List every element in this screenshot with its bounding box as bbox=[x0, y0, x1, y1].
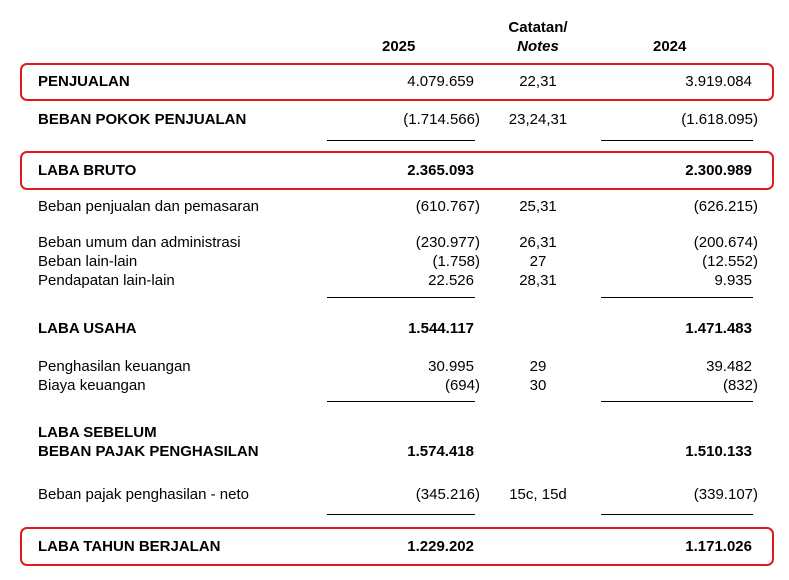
note-biaya-keuangan: 30 bbox=[529, 377, 547, 394]
rule-2024 bbox=[601, 514, 753, 515]
rule-2025 bbox=[327, 401, 475, 402]
row-label-penghasilan-keuangan: Penghasilan keuangan bbox=[38, 358, 191, 375]
note-beban-pokok: 23,24,31 bbox=[508, 111, 568, 128]
value-2025-beban-umum: (230.977) bbox=[415, 234, 480, 251]
rule-2025 bbox=[327, 514, 475, 515]
value-2025-laba-sebelum: 1.574.418 bbox=[407, 443, 474, 460]
column-header-2024: 2024 bbox=[653, 38, 687, 55]
row-label-beban-lain: Beban lain-lain bbox=[38, 253, 138, 270]
note-beban-penjualan: 25,31 bbox=[519, 198, 557, 215]
value-2024-penjualan: 3.919.084 bbox=[685, 73, 752, 90]
value-2025-pendapatan-lain: 22.526 bbox=[428, 272, 474, 289]
value-2025-laba-bruto: 2.365.093 bbox=[407, 162, 474, 179]
value-2025-beban-pajak: (345.216) bbox=[415, 486, 480, 503]
value-2024-beban-penjualan: (626.215) bbox=[693, 198, 758, 215]
value-2025-penjualan: 4.079.659 bbox=[407, 73, 474, 90]
value-2024-laba-sebelum: 1.510.133 bbox=[685, 443, 752, 460]
highlight-box-laba-tahun bbox=[20, 527, 774, 566]
row-label-laba-bruto: LABA BRUTO bbox=[38, 162, 137, 179]
row-label-laba-sebelum-line2: BEBAN PAJAK PENGHASILAN bbox=[38, 443, 259, 460]
note-penghasilan-keuangan: 29 bbox=[529, 358, 547, 375]
value-2024-laba-usaha: 1.471.483 bbox=[685, 320, 752, 337]
row-label-pendapatan-lain: Pendapatan lain-lain bbox=[38, 272, 175, 289]
note-penjualan: 22,31 bbox=[519, 73, 557, 90]
value-2024-beban-lain: (12.552) bbox=[702, 253, 758, 270]
note-beban-pajak: 15c, 15d bbox=[509, 486, 567, 503]
highlight-box-laba-bruto bbox=[20, 151, 774, 190]
column-header-notes-line2: Notes bbox=[517, 38, 559, 55]
row-label-penjualan: PENJUALAN bbox=[38, 73, 130, 90]
row-label-beban-pokok: BEBAN POKOK PENJUALAN bbox=[38, 111, 247, 128]
note-pendapatan-lain: 28,31 bbox=[519, 272, 557, 289]
value-2025-beban-lain: (1.758) bbox=[432, 253, 480, 270]
value-2025-biaya-keuangan: (694) bbox=[444, 377, 480, 394]
value-2024-beban-pokok: (1.618.095) bbox=[681, 111, 758, 128]
value-2024-penghasilan-keuangan: 39.482 bbox=[706, 358, 752, 375]
value-2024-biaya-keuangan: (832) bbox=[722, 377, 758, 394]
row-label-laba-sebelum-line1: LABA SEBELUM bbox=[38, 424, 157, 441]
highlight-box-penjualan bbox=[20, 63, 774, 101]
value-2024-laba-tahun: 1.171.026 bbox=[685, 538, 752, 555]
value-2024-laba-bruto: 2.300.989 bbox=[685, 162, 752, 179]
row-label-beban-pajak: Beban pajak penghasilan - neto bbox=[38, 486, 249, 503]
rule-2024 bbox=[601, 401, 753, 402]
value-2025-penghasilan-keuangan: 30.995 bbox=[428, 358, 474, 375]
row-label-beban-umum: Beban umum dan administrasi bbox=[38, 234, 241, 251]
rule-2025 bbox=[327, 297, 475, 298]
rule-2024 bbox=[601, 297, 753, 298]
value-2024-beban-umum: (200.674) bbox=[693, 234, 758, 251]
note-beban-lain: 27 bbox=[529, 253, 547, 270]
value-2025-laba-tahun: 1.229.202 bbox=[407, 538, 474, 555]
value-2024-beban-pajak: (339.107) bbox=[693, 486, 758, 503]
row-label-beban-penjualan: Beban penjualan dan pemasaran bbox=[38, 198, 260, 215]
rule-2024 bbox=[601, 140, 753, 141]
row-label-laba-usaha: LABA USAHA bbox=[38, 320, 137, 337]
column-header-2025: 2025 bbox=[382, 38, 416, 55]
value-2025-laba-usaha: 1.544.117 bbox=[408, 320, 474, 337]
rule-2025 bbox=[327, 140, 475, 141]
row-label-laba-tahun: LABA TAHUN BERJALAN bbox=[38, 538, 221, 555]
note-beban-umum: 26,31 bbox=[519, 234, 557, 251]
value-2024-pendapatan-lain: 9.935 bbox=[714, 272, 752, 289]
value-2025-beban-penjualan: (610.767) bbox=[415, 198, 480, 215]
column-header-notes-line1: Catatan/ bbox=[508, 19, 568, 36]
row-label-biaya-keuangan: Biaya keuangan bbox=[38, 377, 146, 394]
value-2025-beban-pokok: (1.714.566) bbox=[403, 111, 480, 128]
